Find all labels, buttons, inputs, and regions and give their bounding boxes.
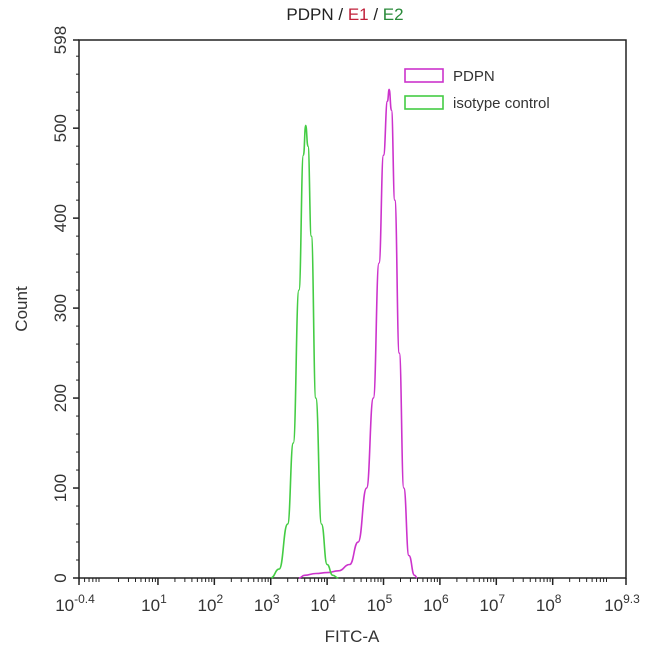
legend-swatch — [404, 68, 444, 83]
x-axis-label: FITC-A — [325, 627, 380, 646]
y-axis-label: Count — [12, 286, 31, 332]
x-tick-exponent: 2 — [216, 592, 223, 606]
title-part: E2 — [383, 5, 404, 24]
legend-label: PDPN — [453, 68, 495, 85]
x-tick-base: 10 — [198, 596, 217, 615]
y-tick-label: 200 — [51, 384, 70, 412]
y-tick-label: 400 — [51, 204, 70, 232]
title-part: / — [334, 5, 348, 24]
series-line-isotype-control — [270, 124, 339, 579]
x-tick-exponent: 9.3 — [623, 592, 640, 606]
x-tick-exponent: -0.4 — [74, 592, 95, 606]
title-part: E1 — [348, 5, 369, 24]
x-tick-exponent: 4 — [329, 592, 336, 606]
x-tick-exponent: 1 — [160, 592, 167, 606]
x-tick-base: 10 — [423, 596, 442, 615]
x-tick-exponent: 7 — [498, 592, 505, 606]
x-tick-label: 103 — [254, 592, 280, 615]
y-tick-label: 300 — [51, 294, 70, 322]
x-tick-exponent: 8 — [555, 592, 562, 606]
x-tick-label: 101 — [141, 592, 167, 615]
x-tick-label: 10-0.4 — [55, 592, 95, 615]
series-line-pdpn — [298, 88, 418, 579]
y-tick-label: 598 — [51, 26, 70, 54]
legend-swatch — [404, 95, 444, 110]
x-tick-exponent: 6 — [442, 592, 449, 606]
x-tick-exponent: 5 — [386, 592, 393, 606]
x-tick-exponent: 3 — [273, 592, 280, 606]
x-tick-label: 109.3 — [604, 592, 640, 615]
x-tick-label: 106 — [423, 592, 449, 615]
x-tick-base: 10 — [310, 596, 329, 615]
x-tick-label: 107 — [479, 592, 505, 615]
x-tick-base: 10 — [536, 596, 555, 615]
x-tick-label: 102 — [198, 592, 224, 615]
chart-title: PDPN / E1 / E2 — [286, 5, 403, 24]
x-tick-label: 104 — [310, 592, 336, 615]
x-tick-base: 10 — [254, 596, 273, 615]
x-tick-base: 10 — [604, 596, 623, 615]
x-tick-base: 10 — [479, 596, 498, 615]
y-tick-label: 0 — [51, 573, 70, 582]
plot-frame — [78, 39, 627, 579]
x-tick-label: 105 — [367, 592, 393, 615]
title-part: / — [369, 5, 383, 24]
x-tick-base: 10 — [55, 596, 74, 615]
x-tick-base: 10 — [367, 596, 386, 615]
y-tick-label: 500 — [51, 114, 70, 142]
y-tick-label: 100 — [51, 474, 70, 502]
legend: PDPN isotype control — [404, 68, 550, 112]
title-part: PDPN — [286, 5, 333, 24]
legend-label: isotype control — [453, 95, 550, 112]
x-tick-label: 108 — [536, 592, 562, 615]
x-tick-base: 10 — [141, 596, 160, 615]
